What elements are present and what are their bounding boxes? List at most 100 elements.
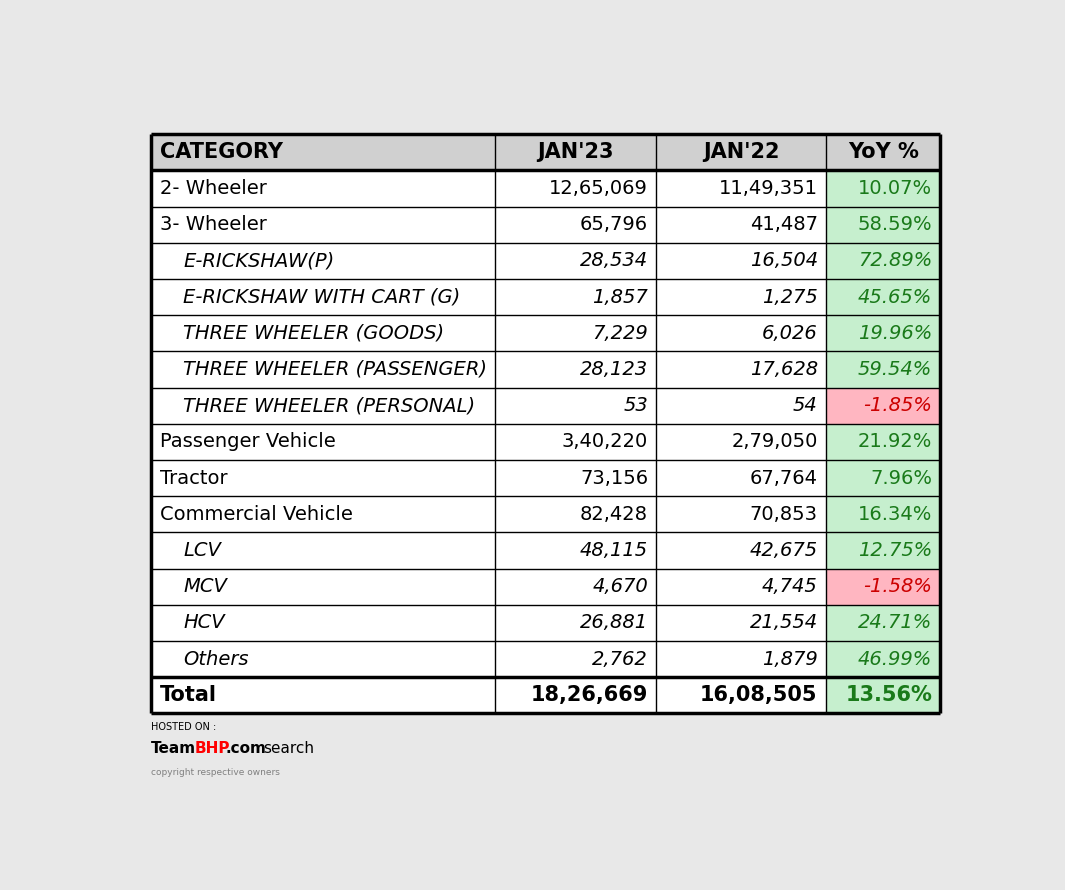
Text: 59.54%: 59.54%: [857, 360, 932, 379]
Text: 73,156: 73,156: [580, 468, 648, 488]
Text: BHP: BHP: [194, 741, 230, 756]
Text: 10.07%: 10.07%: [858, 179, 932, 198]
Bar: [656, 387, 826, 424]
Text: Passenger Vehicle: Passenger Vehicle: [160, 433, 335, 451]
Bar: [151, 387, 494, 424]
Bar: [826, 134, 940, 170]
Bar: [826, 569, 940, 604]
Bar: [151, 604, 494, 641]
Bar: [151, 243, 494, 279]
Bar: [826, 243, 940, 279]
Text: 7.96%: 7.96%: [870, 468, 932, 488]
Bar: [494, 170, 656, 206]
Text: THREE WHEELER (GOODS): THREE WHEELER (GOODS): [183, 324, 444, 343]
Text: 4,670: 4,670: [592, 577, 648, 596]
Text: 17,628: 17,628: [750, 360, 818, 379]
Text: 41,487: 41,487: [750, 215, 818, 234]
Text: 28,123: 28,123: [580, 360, 648, 379]
Text: -1.85%: -1.85%: [864, 396, 932, 415]
Bar: [494, 641, 656, 677]
Bar: [151, 569, 494, 604]
Text: 12,65,069: 12,65,069: [550, 179, 648, 198]
Bar: [494, 496, 656, 532]
Bar: [826, 352, 940, 387]
Bar: [151, 279, 494, 315]
Bar: [656, 532, 826, 569]
Bar: [656, 677, 826, 713]
Bar: [656, 134, 826, 170]
Text: 1,857: 1,857: [592, 287, 648, 306]
Bar: [151, 352, 494, 387]
Bar: [826, 170, 940, 206]
Bar: [656, 604, 826, 641]
Bar: [826, 532, 940, 569]
Text: 48,115: 48,115: [580, 541, 648, 560]
Bar: [494, 532, 656, 569]
Text: Team: Team: [151, 741, 196, 756]
Bar: [494, 279, 656, 315]
Text: Others: Others: [183, 650, 249, 668]
Bar: [151, 532, 494, 569]
Text: 21.92%: 21.92%: [857, 433, 932, 451]
Text: 70,853: 70,853: [750, 505, 818, 523]
Bar: [826, 315, 940, 352]
Text: 24.71%: 24.71%: [857, 613, 932, 632]
Text: 7,229: 7,229: [592, 324, 648, 343]
Text: 13.56%: 13.56%: [846, 685, 932, 705]
Text: THREE WHEELER (PERSONAL): THREE WHEELER (PERSONAL): [183, 396, 475, 415]
Text: search: search: [263, 741, 314, 756]
Bar: [494, 424, 656, 460]
Text: 12.75%: 12.75%: [857, 541, 932, 560]
Bar: [494, 677, 656, 713]
Bar: [826, 424, 940, 460]
Bar: [151, 315, 494, 352]
Text: 2- Wheeler: 2- Wheeler: [160, 179, 266, 198]
Text: Tractor: Tractor: [160, 468, 227, 488]
Bar: [494, 460, 656, 496]
Text: 53: 53: [623, 396, 648, 415]
Text: E-RICKSHAW WITH CART (G): E-RICKSHAW WITH CART (G): [183, 287, 460, 306]
Bar: [494, 569, 656, 604]
Bar: [656, 170, 826, 206]
Bar: [656, 424, 826, 460]
Text: 3,40,220: 3,40,220: [561, 433, 648, 451]
Text: HCV: HCV: [183, 613, 225, 632]
Bar: [151, 641, 494, 677]
Bar: [656, 279, 826, 315]
Text: THREE WHEELER (PASSENGER): THREE WHEELER (PASSENGER): [183, 360, 487, 379]
Bar: [151, 460, 494, 496]
Text: JAN'22: JAN'22: [703, 142, 780, 162]
Text: CATEGORY: CATEGORY: [160, 142, 282, 162]
Bar: [826, 387, 940, 424]
Text: 3- Wheeler: 3- Wheeler: [160, 215, 266, 234]
Bar: [656, 206, 826, 243]
Bar: [656, 352, 826, 387]
Text: 18,26,669: 18,26,669: [530, 685, 648, 705]
Bar: [656, 460, 826, 496]
Text: 16.34%: 16.34%: [857, 505, 932, 523]
Text: 72.89%: 72.89%: [857, 251, 932, 271]
Text: 28,534: 28,534: [580, 251, 648, 271]
Bar: [656, 641, 826, 677]
Bar: [494, 604, 656, 641]
Bar: [494, 315, 656, 352]
Text: 46.99%: 46.99%: [857, 650, 932, 668]
Text: 45.65%: 45.65%: [857, 287, 932, 306]
Bar: [494, 243, 656, 279]
Text: MCV: MCV: [183, 577, 227, 596]
Text: 42,675: 42,675: [750, 541, 818, 560]
Text: 58.59%: 58.59%: [857, 215, 932, 234]
Bar: [151, 496, 494, 532]
Bar: [494, 352, 656, 387]
Bar: [656, 315, 826, 352]
Text: 82,428: 82,428: [580, 505, 648, 523]
Text: 65,796: 65,796: [580, 215, 648, 234]
Text: -1.58%: -1.58%: [864, 577, 932, 596]
Bar: [826, 677, 940, 713]
Text: 1,275: 1,275: [761, 287, 818, 306]
Bar: [826, 496, 940, 532]
Bar: [826, 604, 940, 641]
Bar: [826, 641, 940, 677]
Bar: [826, 206, 940, 243]
Text: 2,79,050: 2,79,050: [732, 433, 818, 451]
